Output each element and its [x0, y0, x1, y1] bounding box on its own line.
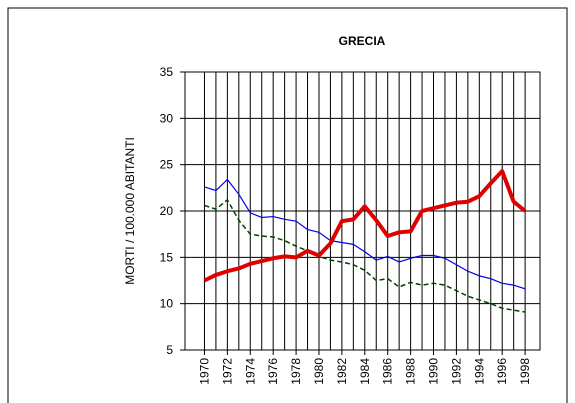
chart-title: GRECIA [339, 34, 386, 48]
x-tick-label: 1994 [472, 358, 486, 385]
y-tick-label: 15 [160, 250, 174, 264]
y-tick-label: 35 [160, 65, 174, 79]
series-line [204, 178, 526, 290]
y-tick-label: 25 [160, 158, 174, 172]
x-tick-label: 1992 [449, 358, 463, 385]
frame [7, 7, 568, 403]
series-line [204, 199, 526, 313]
x-tick-label: 1976 [266, 358, 280, 385]
x-tick-label: 1982 [335, 358, 349, 385]
series-line [203, 169, 527, 283]
x-tick-label: 1980 [312, 358, 326, 385]
x-tick-label: 1974 [243, 358, 257, 385]
x-tick-label: 1990 [427, 358, 441, 385]
y-axis-label: MORTI / 100.000 ABITANTI [123, 137, 137, 285]
x-tick-label: 1972 [220, 358, 234, 385]
y-tick-label: 5 [166, 343, 173, 357]
x-tick-label: 1998 [518, 358, 532, 385]
y-tick-label: 20 [160, 204, 174, 218]
x-tick-label: 1978 [289, 358, 303, 385]
x-tick-label: 1986 [381, 358, 395, 385]
y-tick-label: 30 [160, 111, 174, 125]
plot-border [184, 71, 541, 351]
x-tick-label: 1970 [197, 358, 211, 385]
x-tick-label: 1984 [358, 358, 372, 385]
x-tick-label: 1988 [404, 358, 418, 385]
x-tick-label: 1996 [495, 358, 509, 385]
y-tick-label: 10 [160, 297, 174, 311]
